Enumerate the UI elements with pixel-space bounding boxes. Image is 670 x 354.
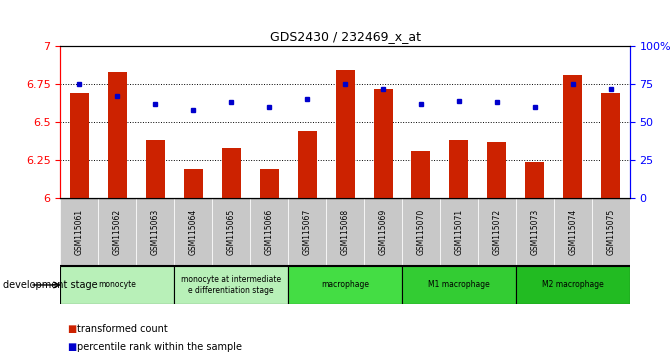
Text: monocyte at intermediate
e differentiation stage: monocyte at intermediate e differentiati… (181, 275, 281, 295)
Bar (336, 70, 354, 198)
Title: GDS2430 / 232469_x_at: GDS2430 / 232469_x_at (269, 30, 421, 44)
Bar (184, 169, 203, 198)
Bar (70, 93, 88, 198)
Bar (60, 266, 174, 304)
Bar (478, 198, 516, 266)
Text: GSM115073: GSM115073 (531, 209, 539, 255)
Bar (260, 169, 279, 198)
Text: monocyte: monocyte (98, 280, 136, 290)
Bar (222, 148, 241, 198)
Bar (98, 198, 136, 266)
Bar (374, 88, 393, 198)
Bar (288, 198, 326, 266)
Bar (146, 141, 165, 198)
Bar (411, 151, 431, 198)
Bar (592, 198, 630, 266)
Text: M1 macrophage: M1 macrophage (428, 280, 490, 290)
Bar (60, 198, 98, 266)
Text: M2 macrophage: M2 macrophage (542, 280, 604, 290)
Bar (250, 198, 288, 266)
Bar (174, 266, 288, 304)
Text: development stage: development stage (3, 280, 98, 290)
Text: GSM115072: GSM115072 (492, 209, 501, 255)
Bar (212, 198, 250, 266)
Bar (563, 75, 582, 198)
Text: GSM115063: GSM115063 (151, 209, 159, 255)
Text: ■: ■ (67, 324, 76, 334)
Bar (108, 72, 127, 198)
Bar (364, 198, 402, 266)
Bar (602, 93, 620, 198)
Text: GSM115061: GSM115061 (75, 209, 84, 255)
Bar (516, 198, 554, 266)
Text: GSM115066: GSM115066 (265, 209, 273, 255)
Bar (326, 198, 364, 266)
Bar (516, 266, 630, 304)
Text: macrophage: macrophage (321, 280, 369, 290)
Text: GSM115065: GSM115065 (226, 209, 236, 255)
Text: GSM115069: GSM115069 (379, 209, 387, 255)
Text: GSM115064: GSM115064 (189, 209, 198, 255)
Bar (488, 142, 507, 198)
Bar (288, 266, 402, 304)
Text: GSM115068: GSM115068 (340, 209, 350, 255)
Text: percentile rank within the sample: percentile rank within the sample (77, 342, 242, 352)
Text: transformed count: transformed count (77, 324, 168, 334)
Text: GSM115062: GSM115062 (113, 209, 122, 255)
Text: GSM115075: GSM115075 (606, 209, 615, 255)
Text: GSM115070: GSM115070 (417, 209, 425, 255)
Bar (525, 162, 545, 198)
Text: GSM115067: GSM115067 (303, 209, 312, 255)
Text: GSM115071: GSM115071 (454, 209, 464, 255)
Bar (174, 198, 212, 266)
Bar (297, 131, 317, 198)
Bar (554, 198, 592, 266)
Bar (450, 141, 468, 198)
Bar (440, 198, 478, 266)
Bar (402, 266, 516, 304)
Bar (402, 198, 440, 266)
Bar (136, 198, 174, 266)
Text: GSM115074: GSM115074 (568, 209, 578, 255)
Text: ■: ■ (67, 342, 76, 352)
